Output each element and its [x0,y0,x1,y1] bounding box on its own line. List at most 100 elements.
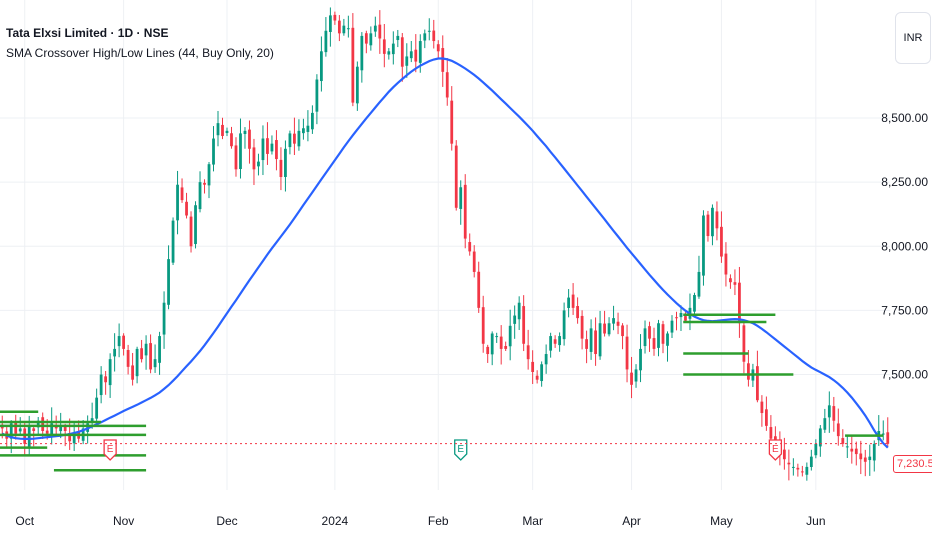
candle-body [841,438,845,444]
x-tick-label: Feb [428,514,449,528]
candle-body [594,330,597,355]
candle-body [59,425,63,432]
candle-body [729,278,732,283]
candle-body [463,184,467,239]
candle-body [189,216,193,247]
candle-body [279,159,283,178]
candle-body [153,359,157,368]
candle-body [45,430,49,434]
candle-body [427,30,431,32]
candle-body [522,306,526,344]
candle-body [661,324,665,344]
candle-body [850,448,854,452]
candle-body [670,320,674,333]
currency-selector[interactable]: INR [895,12,931,64]
candle-body [351,27,355,103]
y-tick-label: 7,750.00 [881,303,928,317]
candle-body [513,315,517,324]
candle-body [36,420,40,428]
candle-body [212,138,215,165]
candle-body [216,123,220,136]
candle-body [167,259,170,305]
x-tick-label: Mar [522,514,543,528]
candle-body [207,164,211,186]
candle-body [261,138,265,161]
candle-body [203,182,206,185]
candle-body [535,375,539,380]
x-tick-label: Apr [622,514,641,528]
candle-body [472,251,476,272]
candle-body [302,128,305,134]
candle-body [445,72,449,98]
candle-body [814,443,818,456]
candle-body [14,422,18,434]
candle-body [540,364,544,382]
candle-body [598,323,602,357]
candle-body [95,397,99,419]
candle-body [293,133,296,144]
candle-body [328,15,332,32]
candle-body [90,418,94,423]
candle-body [373,25,377,32]
candle-body [108,359,112,386]
candle-body [185,201,188,216]
candle-body [818,428,822,447]
candle-body [257,161,260,167]
candle-body [117,336,121,347]
candle-body [288,133,292,148]
candle-body [868,456,872,461]
candle-body [194,205,197,245]
candle-body [845,446,849,448]
candle-body [832,406,836,421]
x-tick-label: May [710,514,733,528]
candle-body [657,323,660,348]
candle-body [571,294,575,308]
candle-body [769,427,773,439]
candle-body [342,25,346,34]
candle-body [886,432,890,444]
candle-body [225,130,229,134]
candle-body [243,130,247,135]
candle-body [306,125,310,132]
candle-body [441,48,445,72]
candle-body [747,363,750,380]
candle-body [859,453,863,460]
candle-body [517,302,521,320]
candle-body [589,328,593,352]
candle-body [333,14,337,21]
y-tick-label: 8,250.00 [881,175,928,189]
candle-body [679,312,683,318]
candle-body [724,253,728,275]
candle-body [131,365,134,380]
earnings-marker-label: E [772,444,779,455]
candle-body [486,346,490,355]
x-tick-label: Oct [15,514,34,528]
candle-body [823,418,827,430]
candle-body [176,184,179,221]
candle-body [675,317,678,319]
candle-body [221,124,224,136]
candle-body [27,425,31,447]
indicator-title: SMA Crossover High/Low Lines (44, Buy On… [6,46,274,60]
candle-body [180,187,184,201]
candle-body [738,282,741,324]
candle-body [612,318,615,324]
candle-body [275,140,278,160]
candle-body [549,336,553,351]
candle-body [625,336,629,370]
candle-body [319,51,323,82]
earnings-marker [103,439,117,461]
candle-body [711,207,714,237]
candle-body [144,343,148,356]
candle-body [526,345,530,360]
candle-body [41,417,45,431]
candle-body [405,56,409,66]
candle-body [562,310,566,340]
candle-body [450,100,454,144]
candle-body [567,297,571,308]
candle-body [149,343,152,370]
candle-body [702,215,705,276]
earnings-marker [454,439,468,461]
